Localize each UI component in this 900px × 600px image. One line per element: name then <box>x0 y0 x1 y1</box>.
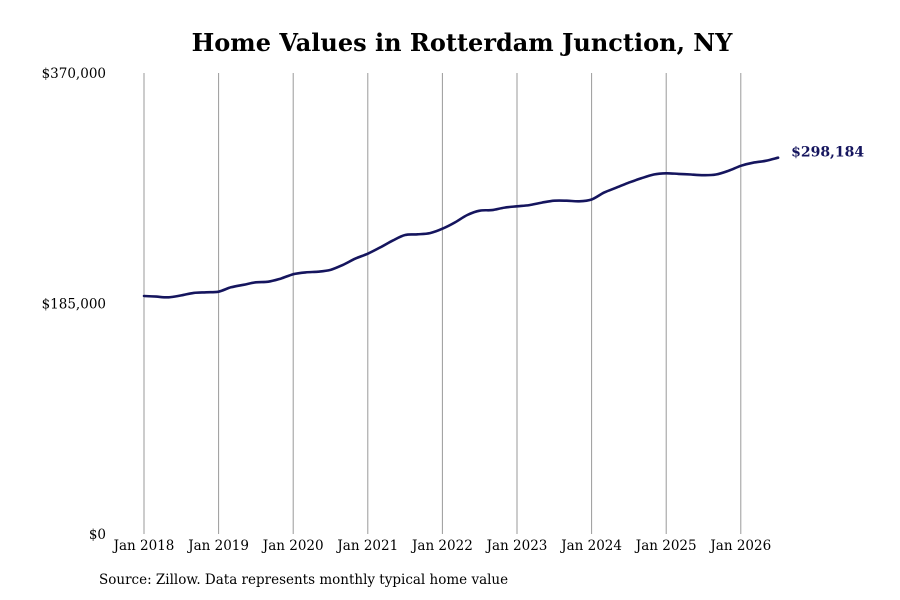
x-tick-label: Jan 2024 <box>559 538 622 554</box>
y-tick-label: $0 <box>89 527 106 543</box>
x-axis-ticks: Jan 2018 Jan 2019 Jan 2020 Jan 2021 Jan 2022… <box>112 538 772 554</box>
grid-lines <box>143 73 742 534</box>
y-axis-ticks: $0 $185,000 $370,000 <box>42 66 106 543</box>
x-tick-label: Jan 2018 <box>112 538 175 554</box>
x-tick-label: Jan 2020 <box>261 538 324 554</box>
x-tick-label: Jan 2025 <box>634 538 697 554</box>
x-tick-label: Jan 2021 <box>335 538 398 554</box>
end-value-label: $298,184 <box>791 145 864 161</box>
chart-title: Home Values in Rotterdam Junction, NY <box>192 28 734 57</box>
x-tick-label: Jan 2023 <box>485 538 548 554</box>
series-layer: $298,184 <box>142 145 864 299</box>
x-tick-label: Jan 2019 <box>186 538 249 554</box>
home-value-line <box>142 156 780 299</box>
x-tick-label: Jan 2026 <box>708 538 771 554</box>
source-note: Source: Zillow. Data represents monthly … <box>99 572 509 588</box>
y-tick-label: $370,000 <box>42 66 106 82</box>
x-tick-label: Jan 2022 <box>410 538 473 554</box>
y-tick-label: $185,000 <box>42 297 106 313</box>
